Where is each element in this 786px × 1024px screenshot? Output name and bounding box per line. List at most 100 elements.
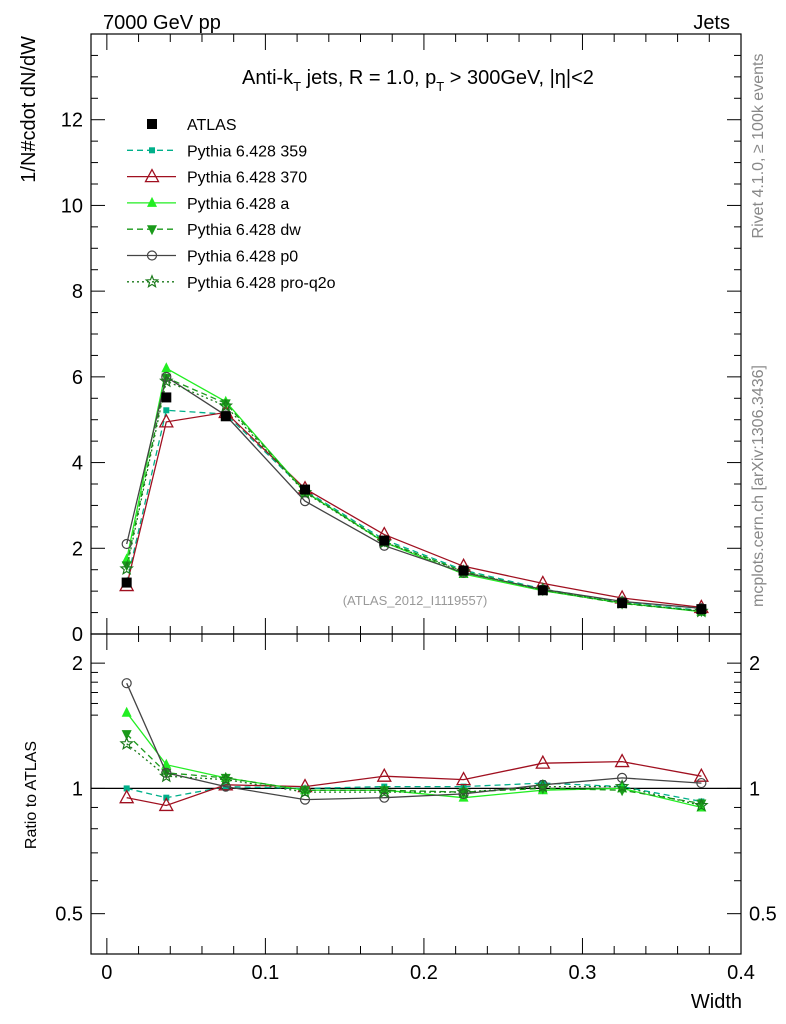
- ratio-point-p370: [119, 789, 135, 804]
- ratio-y-tick-label-right: 2: [749, 653, 760, 675]
- x-axis-label: Width: [691, 991, 742, 1013]
- point-atlas: [696, 604, 707, 615]
- ratio-point-pq2o: [377, 784, 392, 799]
- point-atlas: [617, 598, 628, 609]
- point-pdw: [121, 561, 132, 572]
- ratio-line-pp0: [126, 682, 702, 801]
- legend-label-pq2o: Pythia 6.428 pro-q2o: [187, 275, 336, 292]
- header-left: 7000 GeV pp: [103, 12, 221, 34]
- ratio-point-pdw: [161, 768, 172, 779]
- ratio-panel: 0 0.1 0.2 0.3 0.4 0.5 0.5 1 1 2 2: [55, 633, 777, 984]
- main-chart-title: Anti-kT jets, R = 1.0, pT > 300GeV, |η|<…: [242, 67, 594, 94]
- ratio-point-p359: [539, 780, 546, 787]
- main-y-tick-label: 12: [61, 110, 83, 132]
- ratio-point-pq2o: [456, 784, 471, 799]
- ratio-y-tick-label-right: 1: [749, 778, 760, 800]
- ratio-point-p370: [376, 767, 392, 782]
- point-pq2o: [119, 561, 134, 576]
- ratio-line-p370: [126, 760, 702, 807]
- point-atlas: [458, 565, 469, 576]
- point-atlas: [537, 585, 548, 596]
- series-line-pa: [126, 367, 702, 613]
- point-p370: [158, 413, 174, 428]
- ratio-point-pq2o: [297, 784, 313, 799]
- ratio-point-pp0: [121, 678, 132, 689]
- point-atlas: [220, 411, 231, 422]
- point-pp0: [299, 496, 311, 507]
- point-p359: [163, 407, 170, 414]
- legend-label-p359: Pythia 6.428 359: [187, 143, 307, 160]
- legend-marker-atlas: [147, 119, 157, 129]
- ratio-point-pp0: [696, 777, 707, 789]
- ratio-point-p370: [693, 767, 709, 782]
- ratio-point-p370: [158, 797, 174, 812]
- point-pp0: [121, 538, 132, 550]
- main-y-tick-label: 10: [61, 195, 83, 217]
- x-tick-label: 0.4: [727, 962, 755, 984]
- legend-marker-p370: [144, 168, 160, 183]
- series-line-pq2o: [126, 380, 702, 612]
- ratio-point-p370: [614, 753, 630, 768]
- ratio-point-pq2o: [159, 768, 174, 783]
- legend-label-pdw: Pythia 6.428 dw: [187, 222, 301, 239]
- ratio-line-p359: [126, 782, 702, 803]
- main-y-tick-label: 0: [72, 624, 83, 646]
- main-y-tick-label: 2: [72, 538, 83, 560]
- mcplots-label: mcplots.cern.ch [arXiv:1306.3436]: [750, 365, 767, 607]
- ratio-point-pq2o: [218, 771, 234, 786]
- legend-marker-pa: [147, 196, 157, 207]
- main-y-tick-label: 4: [72, 453, 83, 475]
- point-pa: [121, 553, 132, 564]
- ratio-point-pp0: [379, 792, 390, 803]
- point-pq2o: [159, 373, 174, 388]
- ratio-y-tick-label: 1: [72, 778, 83, 800]
- ratio-point-pdw: [121, 730, 132, 741]
- ratio-frame: [90, 633, 742, 955]
- ratio-line-pq2o: [126, 743, 702, 807]
- rivet-label: Rivet 4.1.0, ≥ 100k events: [750, 54, 767, 239]
- ratio-point-pdw: [300, 786, 311, 797]
- point-pq2o: [218, 398, 234, 413]
- main-y-axis-label: 1/N#cdot dN/dW: [18, 36, 40, 183]
- legend-marker-p359: [149, 147, 155, 154]
- header-right: Jets: [693, 12, 730, 34]
- main-y-tick-label: 6: [72, 367, 83, 389]
- ratio-point-pq2o: [614, 778, 630, 793]
- ratio-point-p370: [535, 754, 551, 769]
- point-pdw: [220, 399, 231, 410]
- series-line-pdw: [126, 376, 702, 612]
- legend-label-pp0: Pythia 6.428 p0: [187, 249, 298, 266]
- series-line-p359: [126, 409, 702, 612]
- main-y-tick-label: 8: [72, 281, 83, 303]
- ratio-point-p359: [123, 785, 130, 792]
- ratio-point-pq2o: [535, 778, 551, 793]
- series-line-p370: [126, 411, 702, 609]
- ratio-y-tick-label: 2: [72, 653, 83, 675]
- ratio-point-pdw: [696, 799, 707, 810]
- legend-label-p370: Pythia 6.428 370: [187, 170, 307, 187]
- x-tick-label: 0.3: [569, 962, 597, 984]
- point-pa: [161, 362, 172, 373]
- ratio-y-axis-label: Ratio to ATLAS: [23, 741, 40, 849]
- ratio-point-pq2o: [119, 736, 134, 750]
- ratio-point-pp0: [616, 772, 628, 783]
- x-tick-label: 0.2: [410, 962, 438, 984]
- point-atlas: [121, 577, 132, 588]
- x-tick-label: 0: [101, 962, 112, 984]
- point-atlas: [161, 392, 172, 403]
- legend-marker-pp0: [146, 250, 158, 261]
- ratio-point-pp0: [458, 788, 469, 800]
- legend-marker-pdw: [147, 225, 157, 236]
- analysis-watermark: (ATLAS_2012_I1119557): [343, 593, 488, 608]
- ratio-point-pq2o: [694, 797, 709, 812]
- x-tick-label: 0.1: [251, 962, 279, 984]
- ratio-point-pa: [121, 706, 132, 717]
- series-line-pp0: [126, 375, 702, 609]
- point-atlas: [379, 535, 390, 546]
- legend-label-pa: Pythia 6.428 a: [187, 196, 289, 213]
- legend-label-atlas: ATLAS: [187, 117, 237, 134]
- legend-marker-pq2o: [144, 274, 160, 288]
- legend: ATLAS Pythia 6.428 359 Pythia 6.428 370 Pyt…: [127, 117, 336, 292]
- ratio-point-pdw: [220, 773, 231, 784]
